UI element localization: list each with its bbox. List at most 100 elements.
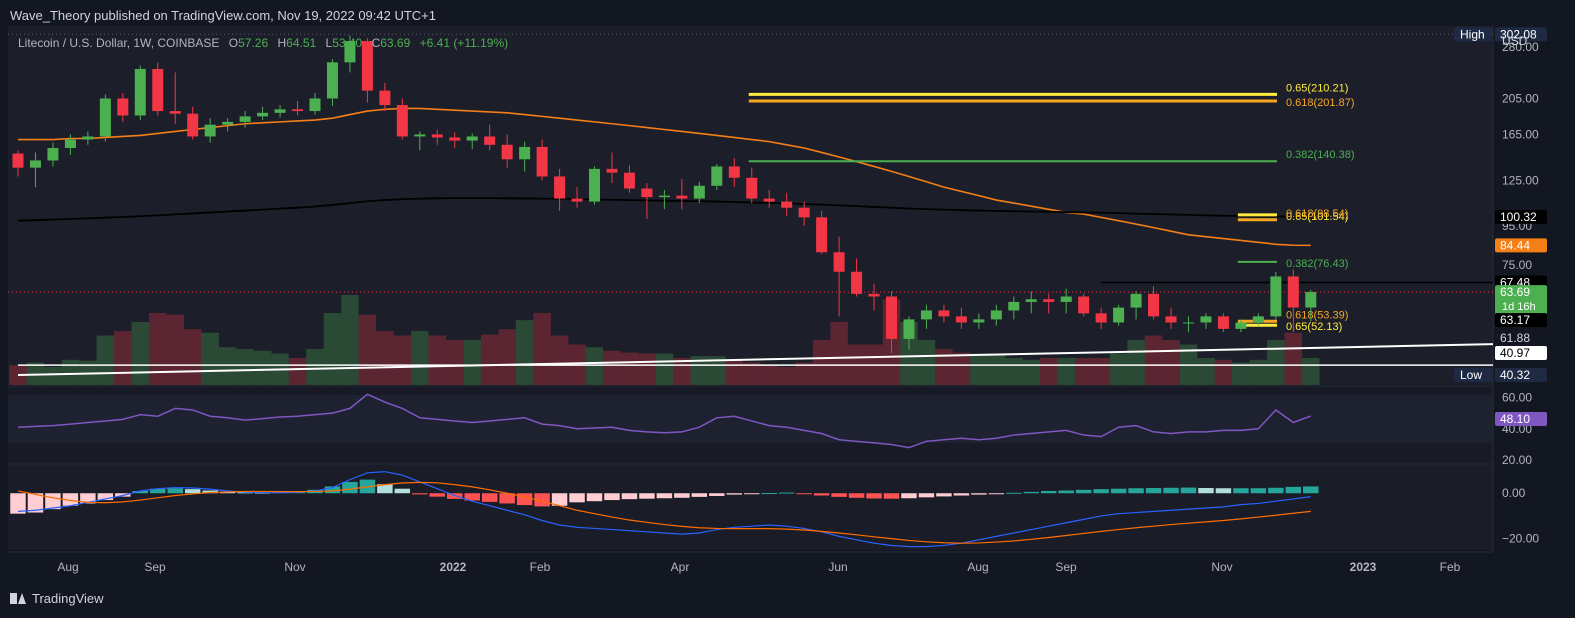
macd-histogram-bar [1250,488,1267,494]
price-badge-bg [1495,285,1547,316]
volume-bar [970,353,988,385]
volume-bar [183,329,202,385]
candle-body [763,198,775,202]
candle-body [536,146,548,177]
macd-histogram-bar [901,493,917,499]
time-tick-label: Aug [57,560,78,574]
price-badge-value: 84.44 [1500,238,1530,252]
fib-level-label: 0.618(201.87) [1286,97,1355,109]
candle-body [693,185,705,199]
macd-layer [10,471,1319,548]
volume-bar [341,295,359,385]
publisher-line: Wave_Theory published on TradingView.com… [10,8,436,23]
candle-body [1148,293,1160,317]
volume-bar [253,350,272,385]
candle-body [222,121,234,125]
volume-bar [1022,359,1040,385]
candle-body [1287,276,1299,308]
rsi-layer [17,393,1312,449]
price-tick-label: 280.00 [1502,40,1539,54]
legend-high-value: 64.51 [286,36,317,50]
candle-body [1078,296,1090,314]
rsi-tick-label: 20.00 [1502,453,1532,467]
macd-histogram-bar [744,493,760,495]
volume-bar [533,313,551,385]
fib-level-label: 0.382(76.43) [1286,258,1348,270]
candle-body [746,177,758,199]
candle-body [606,168,618,173]
candle-body [1252,316,1264,323]
currency-label[interactable]: USD [1502,34,1528,48]
legend-low-value: 53.40 [332,36,363,50]
volume-bar [1144,335,1163,385]
candle-body [1305,292,1317,308]
candle-body [309,98,321,112]
macd-histogram-bar [97,493,114,501]
macd-histogram-bar [219,491,236,494]
macd-histogram-bar [1040,490,1057,494]
candle-body [274,109,286,113]
volume-bar [428,335,447,385]
candle-body [589,168,601,202]
time-tick-label: Nov [284,560,305,574]
volume-bar [358,314,377,385]
volume-bar [638,353,656,385]
time-tick-label: Apr [671,560,690,574]
macd-histogram-bar [988,493,1005,495]
volume-bar [1074,358,1093,385]
legend-open-value: 57.26 [238,36,269,50]
macd-histogram-bar [691,493,708,497]
candle-body [868,293,880,297]
volume-bar [288,358,307,385]
macd-histogram-bar [831,493,847,497]
macd-histogram-bar [1285,486,1302,494]
candle-body [1235,322,1247,329]
volume-bar [655,353,674,385]
candle-body [361,41,373,91]
candle-body [519,146,531,160]
macd-histogram-bar [1303,486,1319,494]
volume-bar [795,362,813,385]
price-tick-label: 75.00 [1502,258,1532,272]
macd-histogram-bar [848,493,865,498]
volume-bar [463,340,481,385]
price-tick-label: 205.00 [1502,91,1539,105]
volume-bar [952,352,971,385]
candle-body [554,176,566,199]
candle-body [449,137,461,141]
volume-bar [446,340,464,385]
candle-body [1008,301,1020,311]
rising-trendline [17,343,1494,376]
price-badge-bg [1495,346,1547,360]
legend-low-label: L [325,36,333,50]
candle-body [12,153,24,168]
macd-histogram-bar [761,493,777,495]
symbol-legend[interactable]: Litecoin / U.S. Dollar, 1W, COINBASE O57… [18,36,508,50]
macd-histogram-bar [534,493,550,507]
fib-level-label: 0.65(210.21) [1286,82,1348,94]
time-tick-label: 2023 [1350,560,1377,574]
macd-histogram-bar [1145,488,1162,494]
time-tick-label: Feb [530,560,551,574]
volume-bar [620,352,639,385]
candle-body [990,310,1002,320]
candle-body [798,207,810,218]
price-badge-bg [1495,238,1547,253]
footer-brand[interactable]: TradingView [10,591,104,606]
volume-bar [725,359,744,385]
volume-bar [480,334,499,385]
macd-histogram-bar [516,493,533,506]
candle-body [152,68,164,112]
macd-histogram-bar [918,493,935,498]
candle-body [64,139,76,149]
footer-brand-text: TradingView [32,591,104,606]
candle-body [257,112,269,117]
fib-level-label: 0.618(98.54) [1286,208,1348,220]
macd-histogram-bar [324,486,341,494]
macd-histogram-bar [709,493,725,496]
price-tick-label: 125.00 [1502,173,1539,187]
legend-close-label: C [371,36,381,50]
time-axis: Aug Sep Nov 2022 Feb Apr Jun Aug Sep Nov 2023 Feb [57,560,1460,574]
candle-body [1095,313,1107,323]
